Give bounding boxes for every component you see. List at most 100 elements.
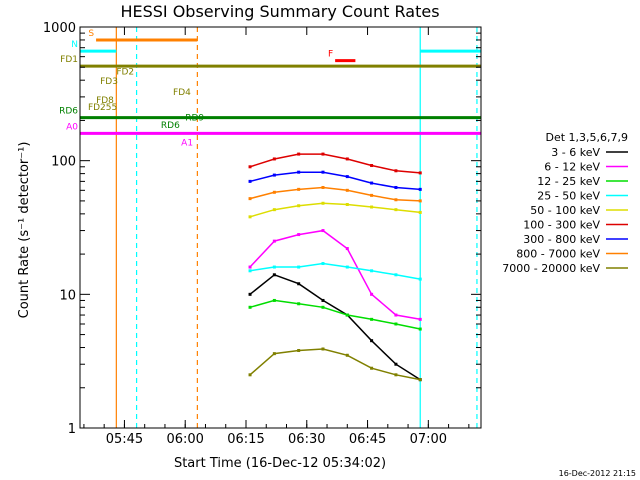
- annotation-5: RD6: [161, 121, 180, 131]
- legend-label-4: 50 - 100 keV: [530, 204, 600, 217]
- legend-label-2: 12 - 25 keV: [537, 175, 600, 188]
- series-line-5: [249, 153, 421, 174]
- series-0-point-2: [297, 282, 301, 286]
- series-2-point-2: [297, 302, 301, 306]
- series-5-point-4: [345, 157, 349, 161]
- x-tick-label-5: 07:00: [410, 432, 447, 447]
- series-6-point-2: [297, 170, 301, 174]
- series-6-point-0: [248, 179, 252, 183]
- series-line-7: [249, 186, 421, 202]
- series-1-point-2: [297, 233, 301, 237]
- series-4-point-3: [321, 201, 325, 205]
- series-2-point-1: [272, 298, 276, 302]
- series-7-point-6: [394, 198, 398, 202]
- series-3-point-6: [394, 273, 398, 277]
- legend-label-5: 100 - 300 keV: [523, 219, 600, 232]
- legend-label-1: 6 - 12 keV: [544, 161, 600, 174]
- series-2-point-4: [345, 313, 349, 317]
- series-1-point-6: [394, 313, 398, 317]
- legend-label-3: 25 - 50 keV: [537, 190, 600, 203]
- annotation-3: FD8: [96, 96, 114, 106]
- axes: 05:45 06:00 06:15 06:30 06:45 07:00 1 10 100 1000: [43, 21, 481, 447]
- series-7-point-0: [248, 197, 252, 201]
- series-4-point-2: [297, 204, 301, 208]
- series-5-point-2: [297, 152, 301, 156]
- state-bar-label-3: F: [328, 50, 333, 60]
- series-8-point-5: [370, 366, 374, 370]
- series-5-point-1: [272, 157, 276, 161]
- series-2-point-7: [418, 327, 422, 331]
- series-8-point-3: [321, 347, 325, 351]
- series-3-point-1: [272, 265, 276, 269]
- series-line-1: [249, 229, 421, 321]
- y-tick-label-1: 10: [59, 288, 76, 303]
- footer-timestamp: 16-Dec-2012 21:15: [559, 469, 636, 478]
- series-line-8: [249, 348, 421, 381]
- series-1-point-1: [272, 239, 276, 243]
- x-tick-label-1: 06:00: [166, 432, 203, 447]
- legend-label-8: 7000 - 20000 keV: [502, 262, 600, 275]
- series-4-point-6: [394, 208, 398, 212]
- series-3-point-5: [370, 269, 374, 273]
- legend-title: Det 1,3,5,6,7,9: [545, 131, 628, 144]
- state-bar-label-1: N: [71, 40, 78, 50]
- series-1-point-7: [418, 317, 422, 321]
- series-1-point-4: [345, 247, 349, 251]
- series-line-3: [249, 262, 421, 280]
- y-tick-label-0: 1: [68, 422, 76, 437]
- series-1-point-3: [321, 229, 325, 233]
- series-2-point-3: [321, 305, 325, 309]
- series-8-point-0: [248, 373, 252, 377]
- series-5-point-3: [321, 152, 325, 156]
- y-axis-label: Count Rate (s⁻¹ detector⁻¹): [17, 142, 32, 319]
- series-7-point-4: [345, 188, 349, 192]
- series-line-2: [249, 299, 421, 330]
- series-line-6: [249, 171, 421, 191]
- series-1-point-5: [370, 292, 374, 296]
- series-3-point-4: [345, 265, 349, 269]
- series-4-point-7: [418, 210, 422, 214]
- state-bar-label-5: RD6: [59, 107, 78, 117]
- plot-frame: [79, 26, 482, 429]
- state-bar-label-6: A0: [66, 122, 78, 132]
- series-line-0: [249, 273, 421, 381]
- y-tick-label-3: 1000: [43, 21, 76, 36]
- series-1-point-0: [248, 265, 252, 269]
- series-7-point-2: [297, 187, 301, 191]
- x-tick-label-4: 06:45: [349, 432, 386, 447]
- series-4-point-0: [248, 215, 252, 219]
- series-4-point-5: [370, 205, 374, 209]
- annotation-2: FD4: [173, 88, 191, 98]
- series-4-point-4: [345, 202, 349, 206]
- series-8-point-1: [272, 352, 276, 356]
- annotation-1: FD3: [100, 77, 118, 87]
- legend-label-7: 800 - 7000 keV: [516, 248, 600, 261]
- series-2-point-0: [248, 305, 252, 309]
- legend-label-6: 300 - 800 keV: [523, 233, 600, 246]
- series-8-point-2: [297, 349, 301, 353]
- state-bar-label-4: FD1: [60, 55, 78, 65]
- series-8-point-6: [394, 373, 398, 377]
- y-tick-label-2: 100: [51, 155, 76, 170]
- x-tick-label-3: 06:30: [288, 432, 325, 447]
- series-0-point-3: [321, 298, 325, 302]
- series-0-point-5: [370, 339, 374, 343]
- legend-label-0: 3 - 6 keV: [551, 146, 600, 159]
- series-6-point-7: [418, 187, 422, 191]
- series-7-point-5: [370, 193, 374, 197]
- annotation-4: FD255: [88, 103, 117, 113]
- series-2-point-6: [394, 322, 398, 326]
- series-3-point-3: [321, 262, 325, 266]
- series-8-point-4: [345, 353, 349, 357]
- series-6-point-6: [394, 185, 398, 189]
- series-0-point-6: [394, 362, 398, 366]
- series-6-point-1: [272, 173, 276, 177]
- series-0-point-1: [272, 273, 276, 277]
- annotation-7: A1: [181, 138, 193, 148]
- series-7-point-1: [272, 190, 276, 194]
- x-tick-label-2: 06:15: [227, 432, 264, 447]
- series-3-point-7: [418, 277, 422, 281]
